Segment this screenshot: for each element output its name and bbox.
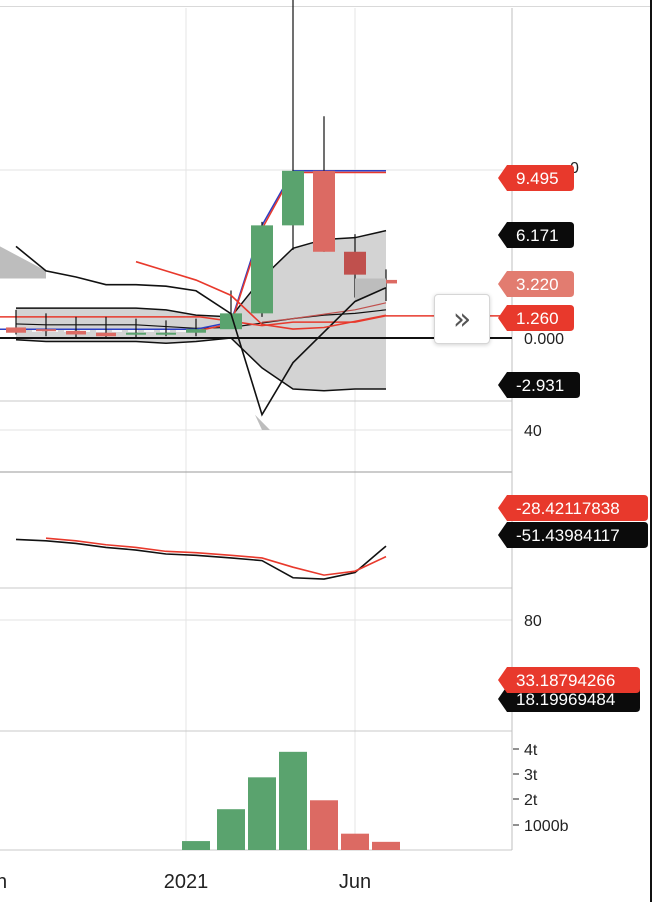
tag-shape bbox=[498, 372, 580, 398]
moving-average-line-2 bbox=[261, 302, 387, 323]
volume-bar bbox=[310, 800, 338, 850]
tag-shape bbox=[498, 305, 574, 331]
tag-shape bbox=[498, 522, 648, 548]
x-label-jun: Jun bbox=[339, 871, 371, 893]
tag-text: -51.43984117 bbox=[516, 526, 620, 545]
volume-bar bbox=[217, 809, 245, 850]
y-tick-oscillator: 40 bbox=[524, 423, 542, 440]
volume-bar bbox=[279, 751, 307, 850]
lower-band-tag: -2.931 bbox=[498, 372, 580, 398]
double-chevron-right-icon: » bbox=[452, 301, 472, 337]
window-edge bbox=[650, 0, 652, 902]
bollinger-lower-line bbox=[15, 337, 386, 392]
last-high-tag: 9.495 bbox=[498, 165, 574, 191]
x-label-2021: 2021 bbox=[164, 871, 209, 893]
tag-shape bbox=[498, 495, 648, 521]
oscillator-fill bbox=[0, 246, 46, 279]
tag-text: 18.19969484 bbox=[516, 690, 615, 709]
volume-bar bbox=[341, 833, 369, 850]
volume-bar bbox=[372, 841, 400, 850]
top-divider bbox=[0, 6, 652, 7]
y-tick-volume: 4t bbox=[524, 742, 538, 759]
oscillator-value-a-tag: -28.42117838 bbox=[498, 495, 648, 521]
tag-shape bbox=[498, 667, 640, 693]
tag-text: 33.18794266 bbox=[516, 671, 615, 690]
oscillator-series bbox=[15, 245, 387, 417]
y-tick-volume: 2t bbox=[524, 792, 538, 809]
x-label-partial: n bbox=[0, 871, 7, 893]
third-value-a-tag: 33.18794266 bbox=[498, 667, 640, 693]
y-tick-zero: 0.000 bbox=[524, 331, 564, 348]
volume-bar bbox=[182, 841, 210, 850]
axis-label-partial: 0 bbox=[570, 160, 579, 177]
candle bbox=[344, 251, 366, 275]
third-panel-series bbox=[45, 537, 387, 576]
y-tick-volume: 3t bbox=[524, 767, 538, 784]
close-price-tag: 3.220 bbox=[498, 271, 574, 297]
tag-text: 9.495 bbox=[516, 169, 559, 188]
tag-text: 3.220 bbox=[516, 275, 559, 294]
upper-band-tag: 6.171 bbox=[498, 222, 574, 248]
candle bbox=[96, 332, 116, 337]
tag-text: -28.42117838 bbox=[516, 499, 620, 518]
oscillator-fill bbox=[355, 278, 386, 302]
moving-average-tag: 1.260 bbox=[498, 305, 574, 331]
y-tick-volume: 1000b bbox=[524, 818, 569, 835]
high-envelope-line bbox=[0, 170, 386, 330]
candle bbox=[6, 327, 26, 333]
tag-text: -2.931 bbox=[516, 376, 564, 395]
oscillator-value-b-tag: -51.43984117 bbox=[498, 522, 648, 548]
volume-bar bbox=[248, 777, 276, 850]
tag-shape bbox=[498, 222, 574, 248]
candle bbox=[36, 329, 56, 332]
bollinger-band-fill bbox=[16, 230, 386, 391]
third-panel-series bbox=[15, 538, 387, 580]
candle bbox=[126, 332, 146, 335]
candle bbox=[251, 225, 273, 314]
candle bbox=[313, 170, 335, 252]
candle bbox=[186, 329, 206, 333]
y-tick-third: 80 bbox=[524, 613, 542, 630]
candle bbox=[156, 332, 176, 335]
candle bbox=[282, 170, 304, 226]
scroll-to-latest-button[interactable]: » bbox=[434, 294, 490, 344]
tag-text: 1.260 bbox=[516, 309, 559, 328]
oscillator-series bbox=[135, 260, 387, 330]
tag-shape bbox=[498, 165, 574, 191]
tag-shape bbox=[498, 271, 574, 297]
candle bbox=[220, 313, 242, 330]
oscillator-fill bbox=[255, 414, 270, 430]
candle bbox=[66, 330, 86, 335]
tag-text: 6.171 bbox=[516, 226, 559, 245]
